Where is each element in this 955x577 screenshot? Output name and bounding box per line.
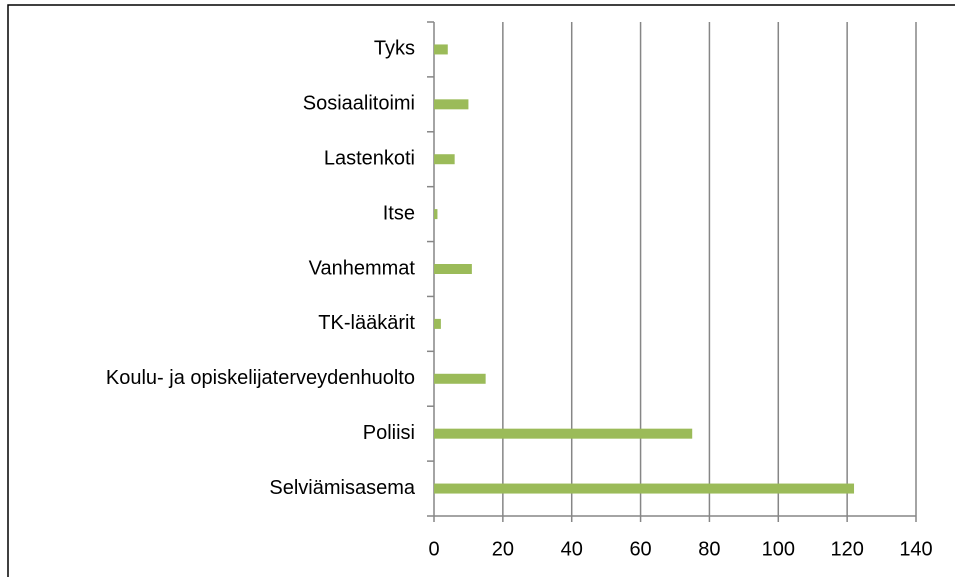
y-tick-label: Sosiaalitoimi <box>303 93 415 115</box>
bar <box>434 209 438 220</box>
y-tick-label: Selviämisasema <box>269 477 415 499</box>
x-tick-label: 120 <box>830 538 863 560</box>
bar <box>434 154 455 165</box>
bar <box>434 44 448 55</box>
bar <box>434 373 486 384</box>
bar <box>434 428 693 439</box>
x-tick-label: 20 <box>492 538 514 560</box>
y-tick-label: TK-lääkärit <box>318 312 415 334</box>
y-tick-label: Tyks <box>374 38 415 60</box>
y-tick-label: Koulu- ja opiskelijaterveydenhuolto <box>106 367 415 389</box>
bar <box>434 318 441 329</box>
y-tick-label: Itse <box>383 202 415 224</box>
y-tick-label: Vanhemmat <box>309 257 416 279</box>
x-tick-label: 0 <box>428 538 439 560</box>
x-tick-label: 80 <box>698 538 720 560</box>
y-tick-label: Lastenkoti <box>324 148 415 170</box>
bar <box>434 483 855 494</box>
x-tick-label: 100 <box>762 538 795 560</box>
y-tick-label: Poliisi <box>363 422 415 444</box>
x-tick-label: 60 <box>629 538 651 560</box>
x-tick-label: 40 <box>561 538 583 560</box>
bar <box>434 99 469 110</box>
bar <box>434 264 472 274</box>
x-tick-label: 140 <box>899 538 932 560</box>
chart-frame <box>7 4 955 577</box>
